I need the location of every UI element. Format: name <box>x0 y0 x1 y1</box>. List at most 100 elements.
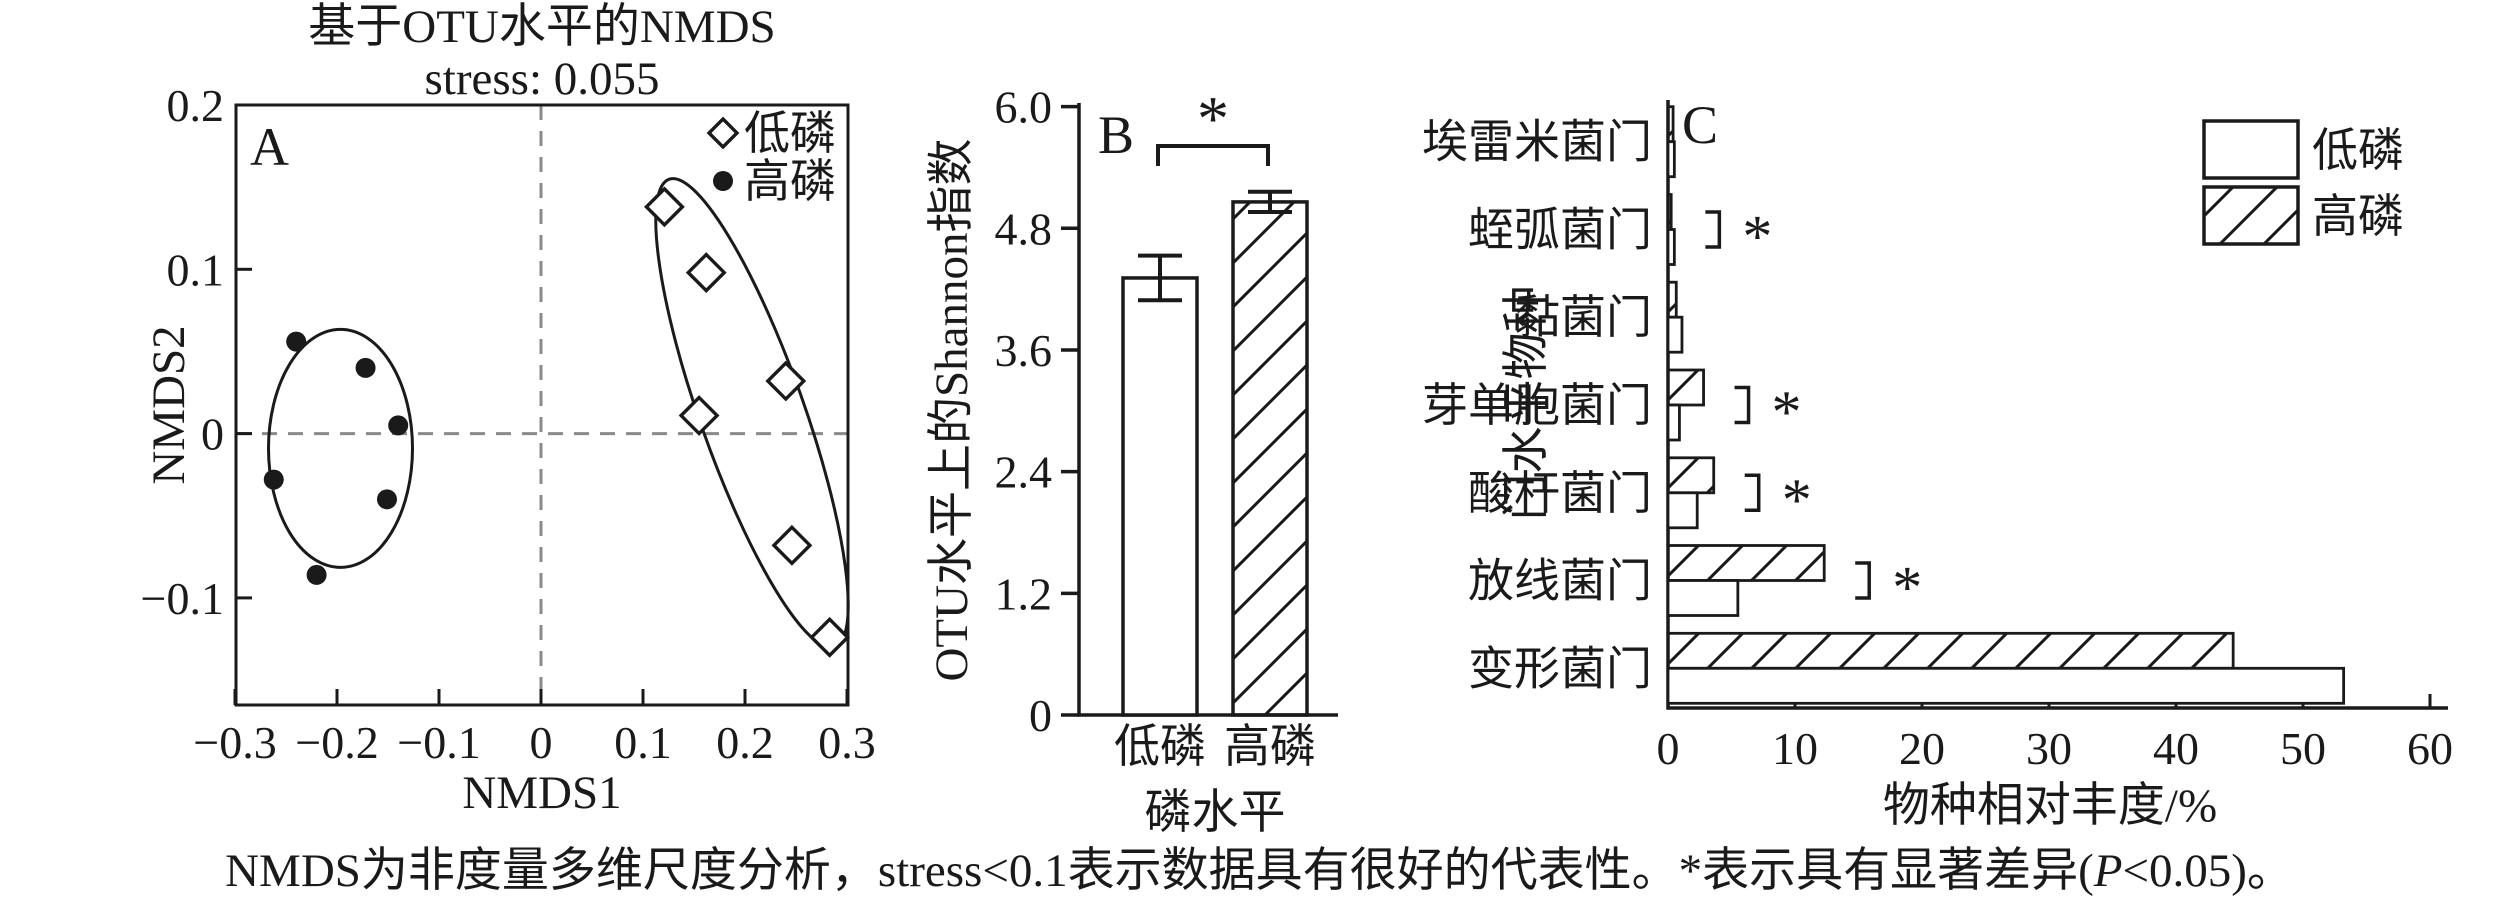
nmds-legend-label-low-p: 低磷 <box>744 108 836 159</box>
nmds-point-high-p <box>355 357 376 378</box>
panel-a-subtitle: stress: 0.055 <box>424 53 660 105</box>
abundance-significance-bracket <box>1855 561 1871 600</box>
abundance-category-label: 酸杆菌门 <box>1468 468 1652 519</box>
abundance-significance-star: * <box>1772 379 1802 445</box>
abundance-significance-star: * <box>1782 467 1812 533</box>
abundance-significance-bracket <box>1744 473 1761 513</box>
shannon-bar-high-p <box>1231 200 1309 717</box>
abundance-legend-label-high-p: 高磷 <box>2312 191 2404 242</box>
abundance-category-label: 芽单胞菌门 <box>1422 380 1652 431</box>
abundance-bar-high-p <box>1666 193 1673 231</box>
abundance-legend-label-low-p: 低磷 <box>2312 125 2404 176</box>
nmds-cluster-ellipse <box>267 327 414 569</box>
nmds-x-tick-label: −0.3 <box>193 717 276 768</box>
abundance-axis-label: 物种相对丰度/% <box>1882 780 2218 832</box>
caption-text-before: NMDS为非度量多维尺度分析，stress<0.1表示数据具有很好的代表性。*表… <box>225 845 2094 897</box>
abundance-category-label: 埃雷米菌门 <box>1422 117 1652 168</box>
nmds-point-high-p <box>263 469 284 490</box>
abundance-bar-low-p <box>1666 315 1684 354</box>
legend-hatched-box-icon <box>2202 185 2300 246</box>
abundance-bar-high-p <box>1666 105 1675 144</box>
nmds-point-low-p <box>809 616 851 658</box>
nmds-point-low-p <box>685 252 727 293</box>
abundance-x-tick-label: 50 <box>2280 723 2326 774</box>
shannon-category-label: 高磷 <box>1224 721 1316 772</box>
panel-a-letter: A <box>250 117 289 177</box>
abundance-panel <box>1666 100 2448 710</box>
shannon-y-tick-label: 6.0 <box>995 82 1053 133</box>
nmds-panel <box>233 103 851 707</box>
shannon-significance-star: * <box>1197 83 1229 154</box>
nmds-y-tick-label: 0.2 <box>167 80 225 131</box>
abundance-bar-low-p <box>1666 491 1699 530</box>
abundance-x-tick-label: 60 <box>2407 723 2453 774</box>
nmds-point-high-p <box>306 564 327 585</box>
caption-text-after: <0.05)。 <box>2122 845 2294 897</box>
abundance-bar-low-p <box>1666 579 1740 617</box>
nmds-y-tick-label: 0.1 <box>167 244 225 295</box>
abundance-bar-high-p <box>1666 456 1716 495</box>
shannon-bar-low-p <box>1121 276 1199 717</box>
phylum-axis-label: 门水平物种 <box>1501 285 1554 521</box>
nmds-x-tick-label: 0.2 <box>716 717 774 768</box>
caption-p-symbol: P <box>2093 845 2123 897</box>
shannon-y-tick-label: 4.8 <box>995 203 1053 254</box>
abundance-bar-low-p <box>1666 666 2346 705</box>
panel-b-letter: B <box>1098 105 1135 165</box>
nmds-x-tick-label: −0.2 <box>295 717 378 768</box>
phosphorus-level-axis-label: 磷水平 <box>1144 787 1286 839</box>
nmds-y-tick-label: 0 <box>201 409 224 460</box>
nmds-point-low-p <box>678 395 720 436</box>
abundance-bar-high-p <box>1666 544 1826 582</box>
nmds-point-high-p <box>286 331 307 352</box>
abundance-category-label: 黏菌门 <box>1514 292 1652 343</box>
abundance-x-tick-label: 20 <box>1899 723 1945 774</box>
abundance-x-tick-label: 0 <box>1657 723 1680 774</box>
abundance-significance-star: * <box>1892 555 1922 621</box>
abundance-category-label: 蛭弧菌门 <box>1468 205 1652 256</box>
nmds-y-tick-label: −0.1 <box>141 573 224 624</box>
abundance-category-label: 变形菌门 <box>1468 643 1652 694</box>
nmds-legend-label-high-p: 高磷 <box>744 156 836 207</box>
abundance-significance-star: * <box>1742 204 1772 270</box>
panel-c-letter: C <box>1682 95 1719 155</box>
nmds-x-tick-label: −0.1 <box>397 717 480 768</box>
nmds-point-high-p <box>388 415 409 436</box>
abundance-x-tick-label: 30 <box>2026 723 2072 774</box>
nmds-point-low-p <box>644 186 685 228</box>
nmds-point-high-p <box>376 489 397 510</box>
figure-caption: NMDS为非度量多维尺度分析，stress<0.1表示数据具有很好的代表性。*表… <box>0 845 2519 898</box>
abundance-significance-bracket <box>1705 210 1722 249</box>
nmds-point-low-p <box>771 524 813 566</box>
shannon-axis-label: OTU水平上的Shannon指数 <box>926 138 979 682</box>
abundance-x-tick-label: 40 <box>2153 723 2199 774</box>
abundance-bar-low-p <box>1666 228 1676 266</box>
nmds2-axis-label: NMDS2 <box>143 325 196 485</box>
legend-open-diamond-icon <box>706 116 740 150</box>
shannon-category-label: 低磷 <box>1114 721 1206 772</box>
shannon-panel <box>1061 103 1338 717</box>
abundance-category-label: 放线菌门 <box>1468 556 1652 607</box>
abundance-bar-high-p <box>1666 631 2235 670</box>
shannon-significance-bracket <box>1156 144 1270 166</box>
nmds-point-low-p <box>765 360 807 402</box>
shannon-y-tick-label: 0 <box>1029 690 1052 741</box>
nmds-x-tick-label: 0.1 <box>614 717 672 768</box>
shannon-y-tick-label: 3.6 <box>995 325 1053 376</box>
nmds-x-tick-label: 0.3 <box>818 717 876 768</box>
nmds-x-tick-label: 0 <box>530 717 553 768</box>
shannon-y-tick-label: 1.2 <box>995 568 1053 619</box>
legend-open-box-icon <box>2202 119 2300 180</box>
nmds1-axis-label: NMDS1 <box>462 767 622 819</box>
panel-a-title: 基于OTU水平的NMDS <box>308 1 776 53</box>
abundance-bar-high-p <box>1666 368 1705 407</box>
abundance-significance-bracket <box>1734 385 1751 425</box>
abundance-bar-high-p <box>1666 280 1678 319</box>
abundance-x-tick-label: 10 <box>1772 723 1818 774</box>
abundance-bar-low-p <box>1666 140 1676 179</box>
legend-filled-circle-icon <box>713 171 733 191</box>
shannon-y-tick-label: 2.4 <box>995 447 1053 498</box>
nmds-cluster-ellipse <box>654 177 850 649</box>
